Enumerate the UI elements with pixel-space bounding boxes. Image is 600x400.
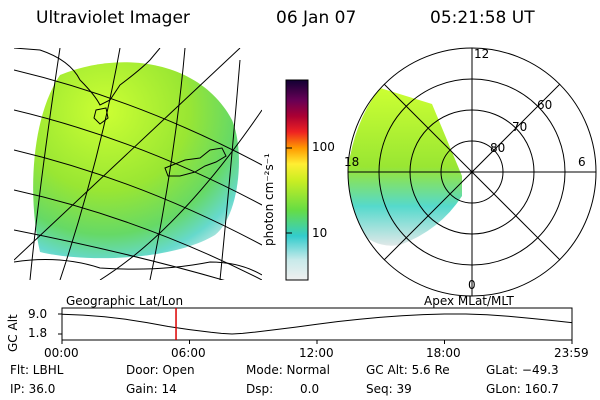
gain-info: Gain: 14	[126, 382, 177, 396]
longitude-line	[29, 48, 61, 280]
geographic-label: Geographic Lat/Lon	[66, 294, 184, 308]
longitude-line	[99, 109, 262, 280]
filter-info: Flt: LBHL	[10, 363, 64, 377]
longitude-line	[59, 48, 121, 280]
x-tick-0000: 00:00	[44, 346, 79, 360]
date-label: 06 Jan 07	[276, 8, 357, 28]
mlat-label-60: 60	[537, 98, 553, 112]
tasmania-outline	[93, 107, 109, 125]
time-label: 05:21:58 UT	[430, 8, 535, 28]
altitude-line-0	[61, 313, 572, 335]
seq-info: Seq: 39	[366, 382, 412, 396]
mlt-label-18: 18	[344, 155, 360, 169]
australia-coast-outline	[14, 48, 161, 106]
dsp-label: Dsp:	[246, 382, 274, 396]
latitude-line	[14, 189, 262, 280]
altitude-y-label: GC Alt	[6, 314, 20, 352]
antarctica-coast	[14, 259, 262, 276]
polar-aurora-region	[348, 88, 462, 246]
mlt-label-6: 6	[578, 155, 586, 169]
mlat-label-70: 70	[512, 120, 528, 134]
dsp-value: 0.0	[300, 382, 320, 396]
x-tick-1200: 12:00	[299, 346, 334, 360]
x-tick-1800: 18:00	[426, 346, 461, 360]
glon-info: GLon: 160.7	[486, 382, 559, 396]
y-tick-9: 9.0	[28, 307, 48, 321]
polar-meridian	[383, 83, 561, 261]
colorbar-tick-100: 100	[312, 140, 335, 154]
longitude-line	[149, 48, 186, 280]
longitude-line	[14, 48, 241, 261]
mlt-label-0: 0	[468, 278, 476, 292]
x-tick-2359: 23:59	[554, 346, 589, 360]
ip-info: IP: 36.0	[10, 382, 56, 396]
new-zealand-outline	[164, 147, 227, 177]
longitude-line	[219, 59, 241, 280]
mlt-label-12: 12	[474, 47, 490, 61]
mlat-label-80: 80	[490, 141, 506, 155]
glat-info: GLat: −49.3	[486, 363, 559, 377]
x-tick-0600: 06:00	[171, 346, 206, 360]
gc-alt-info: GC Alt: 5.6 Re	[366, 363, 450, 377]
instrument-title: Ultraviolet Imager	[36, 8, 190, 28]
latitude-line	[14, 109, 262, 206]
y-tick-1-8: 1.8	[28, 326, 48, 340]
mode-info: Mode: Normal	[246, 363, 330, 377]
door-info: Door: Open	[126, 363, 195, 377]
apex-label: Apex MLat/MLT	[424, 294, 514, 308]
altitude-series	[61, 313, 572, 335]
color-bar-gradient	[285, 79, 309, 281]
colorbar-tick-10: 10	[312, 226, 328, 240]
latitude-line	[14, 149, 262, 246]
latitude-line	[14, 69, 262, 166]
